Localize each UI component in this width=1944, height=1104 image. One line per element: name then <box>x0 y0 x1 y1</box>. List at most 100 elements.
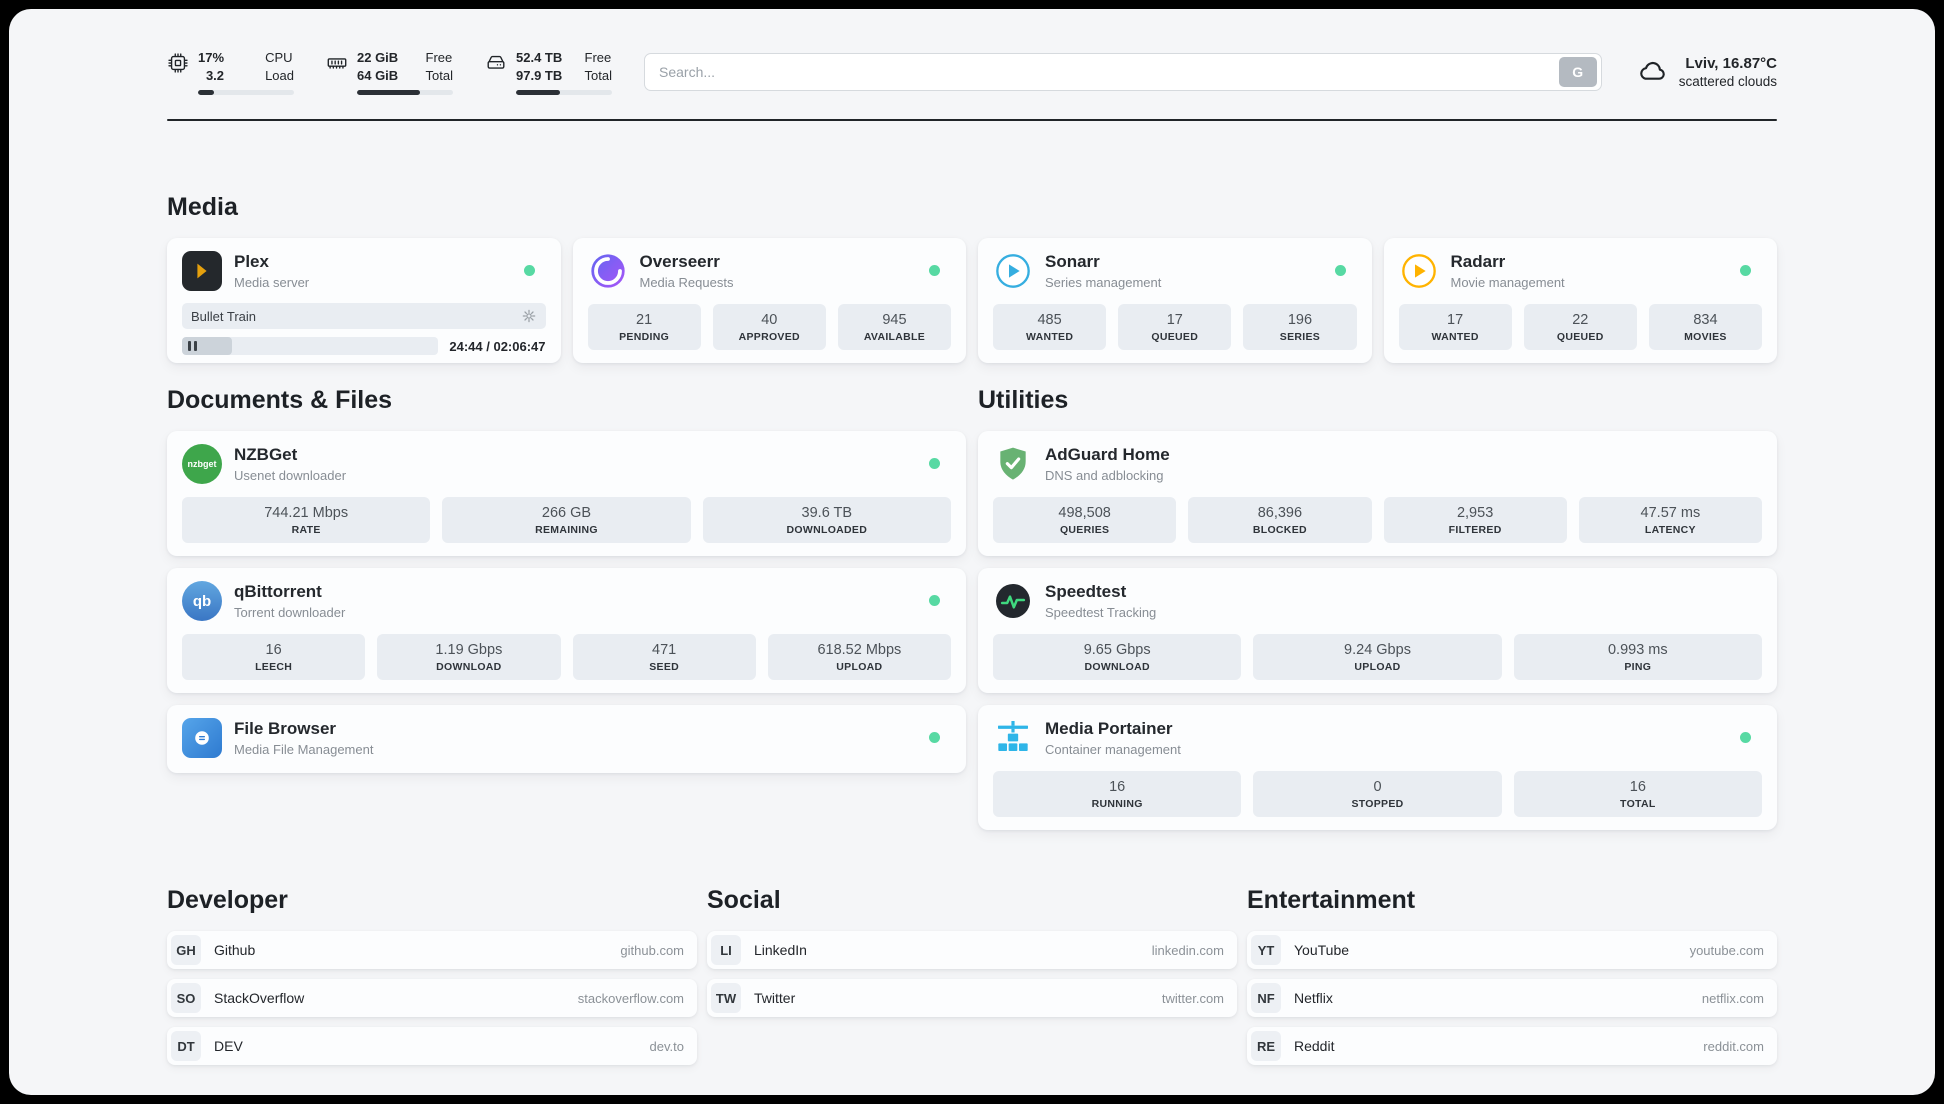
stat-box: 618.52 Mbps UPLOAD <box>767 634 951 681</box>
stat-value: 471 <box>652 641 677 658</box>
app-subtitle: Media Requests <box>639 275 734 291</box>
stat-label: PING <box>1624 660 1652 673</box>
gear-icon[interactable] <box>521 308 537 324</box>
stat-box: 744.21 Mbps RATE <box>182 497 431 544</box>
sonarr-card[interactable]: Sonarr Series management 485 WANTED 17 QUE… <box>978 238 1372 364</box>
stat-value: 17 <box>1166 311 1183 328</box>
stat-value: 40 <box>761 311 778 328</box>
developer-section-title: Developer <box>167 886 288 915</box>
sonarr-stats: 485 WANTED 17 QUEUED 196 SERIES <box>993 304 1357 351</box>
disk-label-1: Free <box>584 50 612 65</box>
media-section-title: Media <box>167 193 238 222</box>
bookmark-url: youtube.com <box>1689 942 1764 958</box>
reddit-icon: RE <box>1251 1031 1281 1062</box>
bookmark-name: Github <box>214 942 256 959</box>
search-input[interactable] <box>644 53 1602 92</box>
stat-value: 86,396 <box>1257 504 1303 521</box>
stat-label: STOPPED <box>1351 797 1404 810</box>
nzbget-card[interactable]: nzbget NZBGet Usenet downloader 744.21 M… <box>167 431 966 557</box>
search-engine-button[interactable]: G <box>1558 57 1597 88</box>
stat-box: 47.57 ms LATENCY <box>1578 497 1762 544</box>
stat-label: BLOCKED <box>1252 523 1307 536</box>
weather-text: Lviv, 16.87°C scattered clouds <box>1679 55 1777 89</box>
bookmark-dev[interactable]: DT DEV dev.to <box>167 1027 697 1066</box>
weather-location: Lviv, 16.87°C <box>1685 55 1777 73</box>
portainer-titles: Media Portainer Container management <box>1045 719 1181 757</box>
plex-card[interactable]: Plex Media server Bullet Train <box>167 238 561 364</box>
nzbget-icon: nzbget <box>182 444 222 485</box>
stat-label: UPLOAD <box>1354 660 1401 673</box>
stat-value: 485 <box>1037 311 1062 328</box>
ram-monitor-text: 22 GiB 64 GiB Free Total <box>357 49 453 85</box>
disk-progress-fill <box>516 90 561 96</box>
bookmark-linkedin[interactable]: LI LinkedIn linkedin.com <box>707 931 1237 970</box>
filebrowser-titles: File Browser Media File Management <box>234 719 373 757</box>
stat-box: 9.24 Gbps UPLOAD <box>1253 634 1502 681</box>
stat-box: 16 LEECH <box>182 634 366 681</box>
radarr-card[interactable]: Radarr Movie management 17 WANTED 22 QUEUE… <box>1383 238 1777 364</box>
status-dot <box>1740 265 1751 277</box>
social-section: Social LI LinkedIn linkedin.com TW Twitt… <box>707 886 1237 1027</box>
app-subtitle: Media server <box>234 275 310 291</box>
bookmark-youtube[interactable]: YT YouTube youtube.com <box>1247 931 1777 970</box>
bookmark-github[interactable]: GH Github github.com <box>167 931 697 970</box>
now-playing-title: Bullet Train <box>191 308 257 324</box>
bookmark-reddit[interactable]: RE Reddit reddit.com <box>1247 1027 1777 1066</box>
cpu-load-value: 3.2 <box>205 68 225 84</box>
app-name: Plex <box>234 252 269 272</box>
portainer-card[interactable]: Media Portainer Container management 16 R… <box>978 705 1777 831</box>
disk-monitor-body: 52.4 TB 97.9 TB Free Total <box>516 49 612 96</box>
bookmark-stackoverflow[interactable]: SO StackOverflow stackoverflow.com <box>167 979 697 1018</box>
app-name: Media Portainer <box>1045 719 1173 739</box>
stat-box: 9.65 Gbps DOWNLOAD <box>993 634 1242 681</box>
stat-value: 0 <box>1373 778 1382 795</box>
bookmark-twitter[interactable]: TW Twitter twitter.com <box>707 979 1237 1018</box>
filebrowser-card[interactable]: File Browser Media File Management <box>167 705 966 774</box>
stat-label: WANTED <box>1025 330 1074 343</box>
stat-label: AVAILABLE <box>863 330 926 343</box>
adguard-titles: AdGuard Home DNS and adblocking <box>1045 445 1170 483</box>
qbittorrent-stats: 16 LEECH 1.19 Gbps DOWNLOAD 471 SEED 618.52… <box>182 634 951 681</box>
stat-value: 16 <box>1629 778 1646 795</box>
speedtest-card[interactable]: Speedtest Speedtest Tracking 9.65 Gbps DO… <box>978 568 1777 694</box>
netflix-icon: NF <box>1251 983 1281 1014</box>
cpu-progress-fill <box>198 90 215 96</box>
adguard-card[interactable]: AdGuard Home DNS and adblocking 498,508 Q… <box>978 431 1777 557</box>
stat-label: REMAINING <box>535 523 598 536</box>
disk-labels: Free Total <box>585 49 612 85</box>
overseerr-stats: 21 PENDING 40 APPROVED 945 AVAILABLE <box>587 304 952 351</box>
cpu-monitor-body: 17% 3.2 CPU Load <box>198 49 294 96</box>
plex-icon <box>182 251 222 292</box>
stat-label: QUERIES <box>1059 523 1110 536</box>
app-name: AdGuard Home <box>1045 445 1170 465</box>
ram-label-2: Total <box>425 68 453 84</box>
system-monitors: 17% 3.2 CPU Load <box>167 49 612 96</box>
overseerr-card[interactable]: Overseerr Media Requests 21 PENDING 40 APP… <box>572 238 966 364</box>
cpu-progress-bar <box>198 90 294 96</box>
stat-value: 618.52 Mbps <box>817 641 902 658</box>
qbittorrent-card[interactable]: qb qBittorrent Torrent downloader 16 LEEC… <box>167 568 966 694</box>
ram-values: 22 GiB 64 GiB <box>357 49 398 85</box>
stat-value: 1.19 Gbps <box>435 641 503 658</box>
bookmark-url: netflix.com <box>1701 990 1764 1006</box>
stat-box: 471 SEED <box>572 634 756 681</box>
overseerr-icon <box>588 251 628 291</box>
bookmark-netflix[interactable]: NF Netflix netflix.com <box>1247 979 1777 1018</box>
nzbget-stats: 744.21 Mbps RATE 266 GB REMAINING 39.6 TB D… <box>182 497 951 544</box>
weather-condition: scattered clouds <box>1678 74 1777 90</box>
search-bar: G <box>644 53 1602 92</box>
entertainment-section: Entertainment YT YouTube youtube.com NF … <box>1247 886 1777 1075</box>
overseerr-header: Overseerr Media Requests <box>588 251 952 291</box>
portainer-icon <box>993 718 1033 758</box>
stat-value: 744.21 Mbps <box>264 504 349 521</box>
disk-label-2: Total <box>584 68 612 84</box>
stat-box: 0 STOPPED <box>1253 771 1502 818</box>
stat-label: DOWNLOAD <box>1084 660 1150 673</box>
filebrowser-header: File Browser Media File Management <box>182 718 951 759</box>
adguard-stats: 498,508 QUERIES 86,396 BLOCKED 2,953 FILTER… <box>993 497 1762 544</box>
stat-value: 196 <box>1287 311 1313 328</box>
disk-monitor-text: 52.4 TB 97.9 TB Free Total <box>516 49 612 85</box>
stat-label: FILTERED <box>1448 523 1502 536</box>
bookmark-name: Reddit <box>1294 1038 1335 1055</box>
youtube-icon: YT <box>1251 935 1281 966</box>
